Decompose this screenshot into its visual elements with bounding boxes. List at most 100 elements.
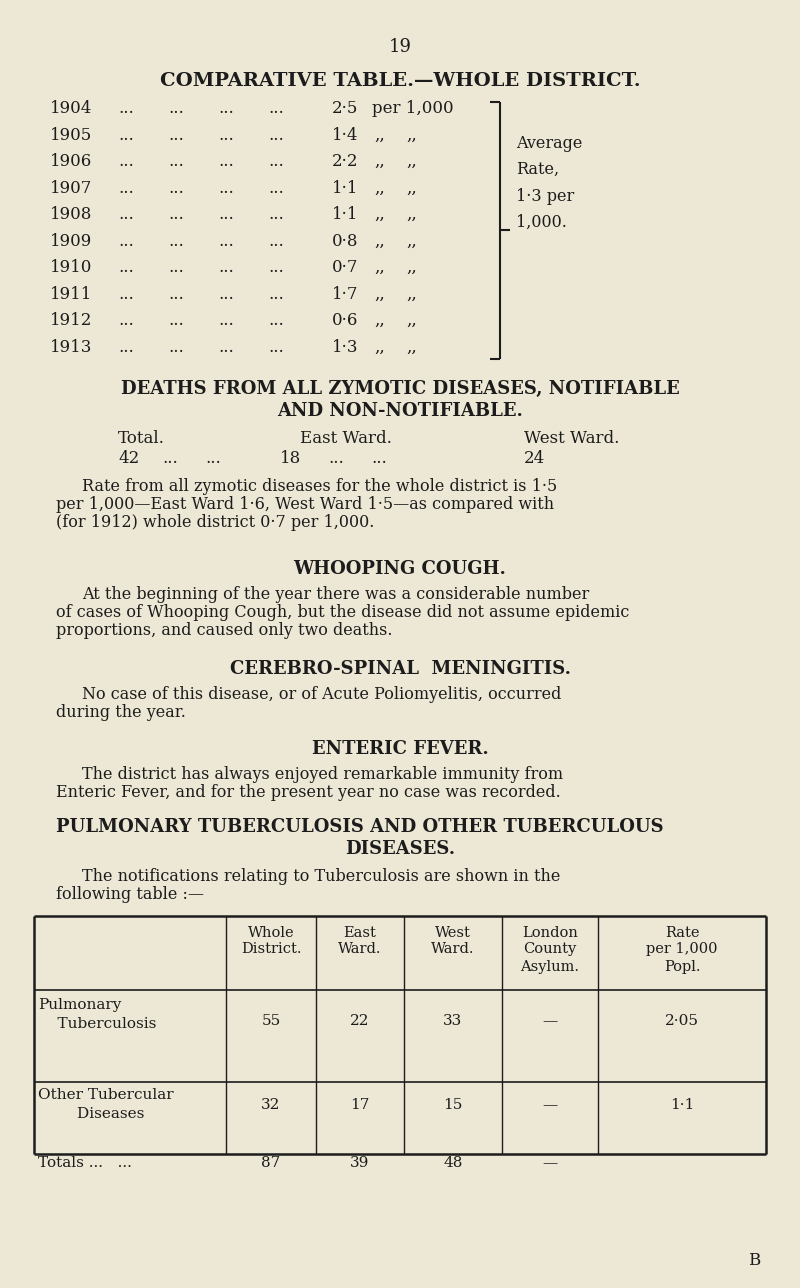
Text: 1905: 1905: [50, 126, 92, 143]
Text: ...: ...: [168, 179, 184, 197]
Text: ...: ...: [118, 126, 134, 143]
Text: 2·2: 2·2: [332, 153, 358, 170]
Text: ...: ...: [162, 450, 178, 468]
Text: 0·6: 0·6: [332, 312, 358, 328]
Text: ...: ...: [168, 312, 184, 328]
Text: ...: ...: [268, 153, 284, 170]
Text: Rate: Rate: [665, 926, 699, 940]
Text: ,,: ,,: [406, 153, 417, 170]
Text: ,,: ,,: [406, 259, 417, 276]
Text: At the beginning of the year there was a considerable number: At the beginning of the year there was a…: [82, 586, 590, 603]
Text: (for 1912) whole district 0·7 per 1,000.: (for 1912) whole district 0·7 per 1,000.: [56, 514, 374, 531]
Text: ...: ...: [268, 312, 284, 328]
Text: ...: ...: [118, 233, 134, 250]
Text: ...: ...: [268, 179, 284, 197]
Text: ...: ...: [268, 286, 284, 303]
Text: 1,000.: 1,000.: [516, 214, 567, 231]
Text: County: County: [523, 942, 577, 956]
Text: ...: ...: [218, 259, 234, 276]
Text: ...: ...: [118, 259, 134, 276]
Text: The notifications relating to Tuberculosis are shown in the: The notifications relating to Tuberculos…: [82, 868, 560, 885]
Text: ...: ...: [218, 339, 234, 355]
Text: ,,: ,,: [374, 179, 385, 197]
Text: 87: 87: [262, 1157, 281, 1170]
Text: ...: ...: [371, 450, 386, 468]
Text: 1912: 1912: [50, 312, 92, 328]
Text: Rate,: Rate,: [516, 161, 559, 178]
Text: 1·4: 1·4: [332, 126, 358, 143]
Text: ...: ...: [268, 339, 284, 355]
Text: ...: ...: [168, 126, 184, 143]
Text: ...: ...: [218, 126, 234, 143]
Text: 2·05: 2·05: [665, 1014, 699, 1028]
Text: ...: ...: [168, 339, 184, 355]
Text: ...: ...: [168, 206, 184, 223]
Text: ...: ...: [218, 286, 234, 303]
Text: ...: ...: [268, 206, 284, 223]
Text: ...: ...: [328, 450, 344, 468]
Text: ,,: ,,: [374, 286, 385, 303]
Text: DEATHS FROM ALL ZYMOTIC DISEASES, NOTIFIABLE: DEATHS FROM ALL ZYMOTIC DISEASES, NOTIFI…: [121, 380, 679, 398]
Text: 15: 15: [443, 1097, 462, 1112]
Text: The district has always enjoyed remarkable immunity from: The district has always enjoyed remarkab…: [82, 766, 563, 783]
Text: 22: 22: [350, 1014, 370, 1028]
Text: 1911: 1911: [50, 286, 92, 303]
Text: ...: ...: [218, 206, 234, 223]
Text: 1906: 1906: [50, 153, 92, 170]
Text: per 1,000: per 1,000: [646, 942, 718, 956]
Text: Ward.: Ward.: [338, 942, 382, 956]
Text: ...: ...: [168, 100, 184, 117]
Text: 1910: 1910: [50, 259, 92, 276]
Text: ...: ...: [218, 312, 234, 328]
Text: following table :—: following table :—: [56, 886, 204, 903]
Text: 1·1: 1·1: [332, 206, 358, 223]
Text: ENTERIC FEVER.: ENTERIC FEVER.: [312, 741, 488, 759]
Text: ...: ...: [268, 126, 284, 143]
Text: WHOOPING COUGH.: WHOOPING COUGH.: [294, 560, 506, 578]
Text: COMPARATIVE TABLE.—WHOLE DISTRICT.: COMPARATIVE TABLE.—WHOLE DISTRICT.: [160, 72, 640, 90]
Text: CEREBRO-SPINAL  MENINGITIS.: CEREBRO-SPINAL MENINGITIS.: [230, 659, 570, 677]
Text: ...: ...: [118, 153, 134, 170]
Text: 1909: 1909: [50, 233, 92, 250]
Text: Diseases: Diseases: [38, 1106, 144, 1121]
Text: ...: ...: [118, 179, 134, 197]
Text: per 1,000: per 1,000: [372, 100, 454, 117]
Text: ,,: ,,: [374, 153, 385, 170]
Text: Ward.: Ward.: [431, 942, 474, 956]
Text: ...: ...: [118, 100, 134, 117]
Text: DISEASES.: DISEASES.: [345, 840, 455, 858]
Text: ...: ...: [118, 312, 134, 328]
Text: proportions, and caused only two deaths.: proportions, and caused only two deaths.: [56, 622, 393, 639]
Text: 19: 19: [389, 39, 411, 55]
Text: ,,: ,,: [406, 339, 417, 355]
Text: —: —: [542, 1097, 558, 1112]
Text: ...: ...: [218, 100, 234, 117]
Text: Total.: Total.: [118, 430, 165, 447]
Text: ,,: ,,: [374, 259, 385, 276]
Text: ...: ...: [168, 233, 184, 250]
Text: ,,: ,,: [406, 286, 417, 303]
Text: Whole: Whole: [248, 926, 294, 940]
Text: 1·7: 1·7: [332, 286, 358, 303]
Text: 0·7: 0·7: [332, 259, 358, 276]
Text: 48: 48: [443, 1157, 462, 1170]
Text: PULMONARY TUBERCULOSIS AND OTHER TUBERCULOUS: PULMONARY TUBERCULOSIS AND OTHER TUBERCU…: [56, 818, 664, 836]
Text: 1908: 1908: [50, 206, 92, 223]
Text: ,,: ,,: [374, 126, 385, 143]
Text: No case of this disease, or of Acute Poliomyelitis, occurred: No case of this disease, or of Acute Pol…: [82, 687, 562, 703]
Text: per 1,000—East Ward 1·6, West Ward 1·5—as compared with: per 1,000—East Ward 1·6, West Ward 1·5—a…: [56, 496, 554, 513]
Text: during the year.: during the year.: [56, 705, 186, 721]
Text: ...: ...: [268, 100, 284, 117]
Text: 39: 39: [350, 1157, 370, 1170]
Text: Asylum.: Asylum.: [521, 960, 579, 974]
Text: ...: ...: [218, 153, 234, 170]
Text: 33: 33: [443, 1014, 462, 1028]
Text: 17: 17: [350, 1097, 370, 1112]
Text: ,,: ,,: [374, 339, 385, 355]
Text: ,,: ,,: [406, 312, 417, 328]
Text: ...: ...: [268, 259, 284, 276]
Text: 1·1: 1·1: [332, 179, 358, 197]
Text: 1904: 1904: [50, 100, 92, 117]
Text: ...: ...: [118, 339, 134, 355]
Text: 2·5: 2·5: [332, 100, 358, 117]
